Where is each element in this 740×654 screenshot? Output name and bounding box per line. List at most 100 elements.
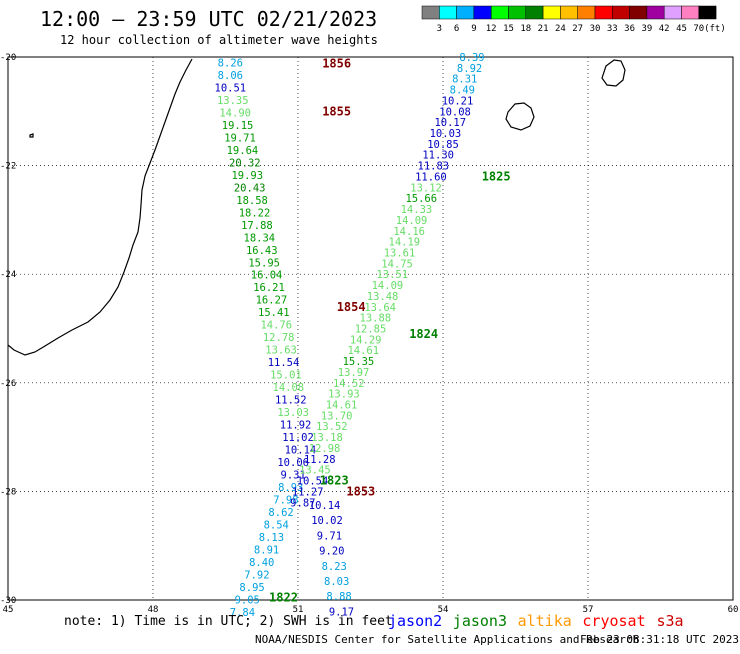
legend-label: 3: [437, 24, 442, 34]
wave-height-value: 8.13: [259, 532, 284, 544]
wave-height-value: 13.35: [217, 95, 249, 107]
wave-height-value: 7.98: [273, 495, 298, 507]
coastlines: [7, 58, 626, 356]
wave-height-value: 11.60: [415, 171, 447, 183]
wave-height-value: 11.54: [268, 357, 300, 369]
wave-height-value: 8.88: [326, 591, 351, 603]
wave-height-value: 13.12: [410, 182, 442, 194]
wave-height-value: 13.61: [384, 247, 416, 259]
wave-height-value: 16.27: [256, 295, 288, 307]
wave-height-value: 10.51: [215, 82, 247, 94]
wave-height-value: 14.90: [219, 107, 251, 119]
wave-height-value: 11.27: [292, 486, 324, 498]
pass-number-label: 1823: [320, 474, 349, 488]
legend-swatch: [663, 5, 682, 20]
legend-label: 18: [520, 24, 531, 34]
wave-height-value: 19.64: [227, 145, 259, 157]
wave-height-value: 14.16: [393, 226, 425, 238]
wave-height-value: 12.78: [263, 332, 295, 344]
satellite-name: jason2: [388, 612, 442, 630]
wave-height-value: 11.02: [282, 432, 314, 444]
wave-height-value: 14.61: [347, 345, 379, 357]
legend-label: 6: [454, 24, 459, 34]
wave-height-value: 10.21: [442, 95, 474, 107]
legend-label: 42: [659, 24, 670, 34]
legend-swatch: [525, 5, 544, 20]
wave-height-value: 9.17: [329, 606, 354, 618]
wave-height-value: 13.64: [364, 302, 396, 314]
wave-height-value: 8.40: [249, 557, 274, 569]
legend-swatch: [421, 5, 440, 20]
wave-height-value: 18.22: [239, 207, 271, 219]
legend-label: 36: [624, 24, 635, 34]
wave-height-value: 10.03: [430, 128, 462, 140]
y-tick-label: -22: [0, 162, 16, 172]
wave-height-value: 13.97: [338, 367, 370, 379]
wave-height-value: 10.54: [297, 476, 329, 488]
legend-swatch: [594, 5, 613, 20]
mauritius-island-coastline: [601, 59, 626, 87]
wave-height-value: 14.19: [389, 237, 421, 249]
map-subtitle: 12 hour collection of altimeter wave hei…: [60, 33, 378, 47]
wave-height-value: 14.52: [333, 378, 365, 390]
wave-height-value: 19.93: [231, 170, 263, 182]
y-tick-label: -28: [0, 487, 16, 497]
wave-height-value: 16.04: [251, 270, 283, 282]
wave-height-value: 19.15: [222, 120, 254, 132]
legend-swatch: [577, 5, 596, 20]
wave-height-value: 11.30: [422, 150, 454, 162]
legend-swatch: [698, 5, 717, 20]
legend-label: 15: [503, 24, 514, 34]
wave-height-value: 8.06: [218, 70, 243, 82]
wave-height-value: 8.93: [278, 482, 303, 494]
satellite-name: cryosat: [582, 612, 645, 630]
satellite-name: altika: [518, 612, 572, 630]
satellite-name: s3a: [657, 612, 684, 630]
pass-number-label: 1855: [322, 104, 351, 118]
legend-label: 45: [676, 24, 687, 34]
wave-height-value: 8.49: [450, 85, 475, 97]
madagascar-coastline: [7, 58, 193, 356]
wave-height-value: 8.95: [239, 582, 264, 594]
wave-height-value: 11.28: [304, 454, 336, 466]
wave-height-value: 10.08: [439, 106, 471, 118]
legend-swatch: [508, 5, 527, 20]
y-tick-label: -30: [0, 596, 16, 606]
wave-height-value: 13.48: [367, 291, 399, 303]
legend-label: 30: [590, 24, 601, 34]
wave-height-value: 15.35: [343, 356, 375, 368]
map-frame: 8.268.0610.5113.3514.9019.1519.7119.6420…: [7, 52, 734, 619]
legend-swatch: [439, 5, 457, 20]
pass-number-label: 1853: [346, 484, 375, 498]
wave-height-value: 14.08: [273, 382, 305, 394]
wave-height-value: 16.43: [246, 245, 278, 257]
wave-height-value: 8.92: [457, 63, 482, 75]
wave-height-value: 13.93: [328, 389, 360, 401]
legend-label: 33: [607, 24, 618, 34]
pass-number-label: 1854: [337, 300, 366, 314]
x-tick-label: 51: [293, 605, 304, 615]
footer-note: note: 1) Time is in UTC; 2) SWH is in fe…: [64, 614, 393, 629]
wave-height-value: 13.03: [277, 407, 309, 419]
legend-label: 21: [538, 24, 549, 34]
legend-swatch: [646, 5, 665, 20]
satellite-name: jason3: [453, 612, 507, 630]
wave-height-value: 14.09: [372, 280, 404, 292]
wave-height-value: 11.83: [418, 161, 450, 173]
wave-height-value: 8.91: [254, 545, 279, 557]
wave-height-value: 13.51: [376, 269, 408, 281]
wave-height-value: 8.23: [322, 561, 347, 573]
legend-swatch: [473, 5, 492, 20]
wave-height-value: 10.02: [311, 515, 343, 527]
wave-height-value: 8.39: [459, 52, 484, 64]
wave-height-value: 8.62: [268, 507, 293, 519]
pass-number-label: 1822: [269, 590, 298, 604]
wave-height-value: 13.45: [299, 465, 331, 477]
wave-height-value: 14.76: [260, 320, 292, 332]
wave-height-value: 10.14: [285, 445, 317, 457]
legend-swatch: [612, 5, 630, 20]
wave-height-value: 10.85: [427, 139, 459, 151]
wave-height-value: 13.63: [265, 345, 297, 357]
